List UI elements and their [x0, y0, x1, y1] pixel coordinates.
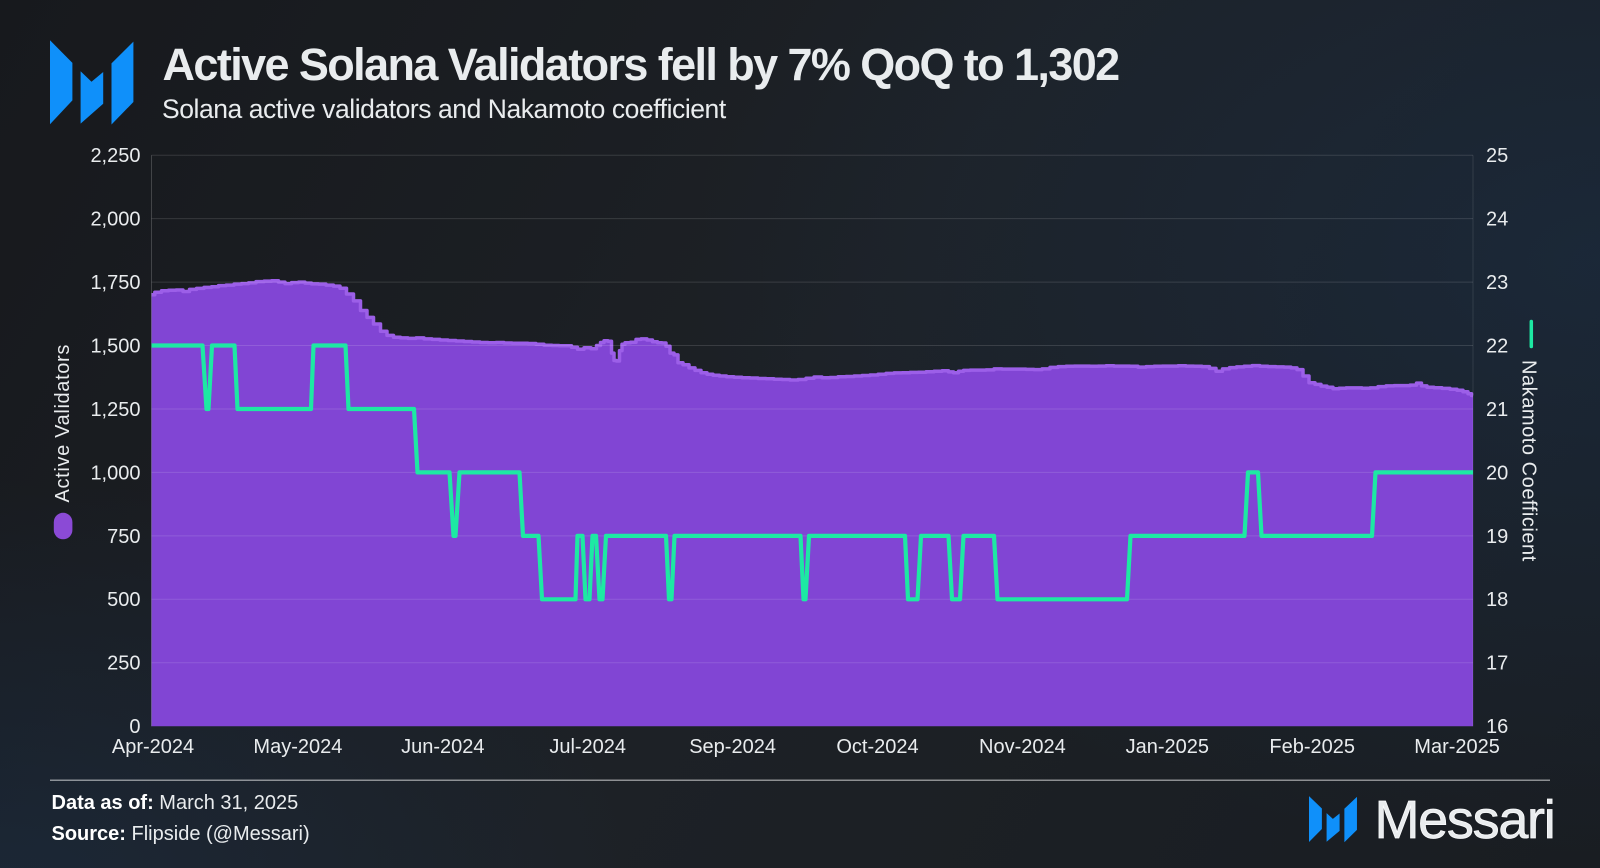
svg-text:Apr-2024: Apr-2024: [112, 736, 194, 758]
svg-text:500: 500: [107, 589, 140, 611]
svg-text:Sep-2024: Sep-2024: [689, 736, 776, 758]
svg-text:2,250: 2,250: [90, 145, 140, 167]
svg-text:1,500: 1,500: [90, 335, 140, 357]
svg-text:16: 16: [1486, 716, 1508, 738]
svg-text:2,000: 2,000: [90, 209, 140, 231]
svg-text:24: 24: [1486, 209, 1508, 231]
svg-text:250: 250: [107, 653, 140, 675]
svg-text:Jan-2025: Jan-2025: [1126, 736, 1209, 758]
svg-text:17: 17: [1486, 653, 1508, 675]
svg-text:Active Validators: Active Validators: [52, 344, 74, 503]
svg-text:Source: Flipside (@Messari): Source: Flipside (@Messari): [52, 823, 310, 845]
svg-text:1,750: 1,750: [90, 272, 140, 294]
svg-text:20: 20: [1486, 462, 1508, 484]
svg-text:Nakamoto Coefficient: Nakamoto Coefficient: [1518, 360, 1540, 562]
svg-text:0: 0: [129, 716, 140, 738]
svg-text:May-2024: May-2024: [253, 736, 342, 758]
svg-text:18: 18: [1486, 589, 1508, 611]
svg-text:Nov-2024: Nov-2024: [979, 736, 1066, 758]
svg-text:1,250: 1,250: [90, 399, 140, 421]
svg-text:Oct-2024: Oct-2024: [836, 736, 918, 758]
svg-text:21: 21: [1486, 399, 1508, 421]
svg-text:Active Solana Validators fell: Active Solana Validators fell by 7% QoQ …: [163, 39, 1120, 90]
svg-text:Solana active validators and N: Solana active validators and Nakamoto co…: [162, 94, 727, 124]
svg-text:25: 25: [1486, 145, 1508, 167]
svg-text:1,000: 1,000: [90, 462, 140, 484]
svg-text:Mar-2025: Mar-2025: [1414, 736, 1500, 758]
svg-text:Data as of: March 31, 2025: Data as of: March 31, 2025: [52, 792, 299, 814]
svg-text:22: 22: [1486, 335, 1508, 357]
svg-text:19: 19: [1486, 526, 1508, 548]
svg-text:750: 750: [107, 526, 140, 548]
svg-text:Jul-2024: Jul-2024: [549, 736, 626, 758]
svg-text:Feb-2025: Feb-2025: [1269, 736, 1355, 758]
svg-text:Jun-2024: Jun-2024: [401, 736, 484, 758]
svg-text:Messari: Messari: [1375, 790, 1555, 850]
svg-text:23: 23: [1486, 272, 1508, 294]
